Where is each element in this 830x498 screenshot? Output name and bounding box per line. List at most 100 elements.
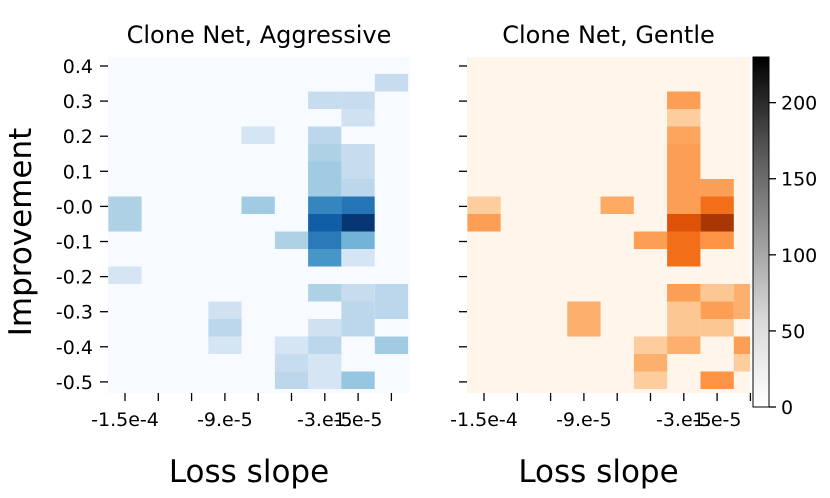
x-tick-label: -3.e-5 (656, 409, 712, 431)
heatmap-cell (567, 301, 601, 319)
x-axis-label: Loss slope (518, 454, 678, 490)
heatmap-cell (667, 179, 701, 197)
heatmap-cell (341, 301, 375, 319)
heatmap-cell (308, 126, 342, 144)
colorbar-gradient (752, 56, 770, 408)
heatmap-cell (341, 91, 375, 109)
heatmap-cell (567, 319, 601, 337)
heatmap-cell (633, 371, 668, 389)
heatmap-cell (341, 144, 375, 162)
heatmap-cell (733, 354, 751, 372)
heatmap-cell (633, 231, 668, 249)
heatmap-cell (374, 301, 409, 319)
heatmap-cell (700, 196, 734, 214)
heatmap-cell (633, 336, 668, 354)
heatmap-cell (467, 214, 501, 232)
heatmap-cell (308, 284, 342, 302)
heatmap-cell (274, 371, 309, 389)
heatmap-cell (308, 371, 342, 389)
y-tick-label: -0.2 (56, 267, 93, 289)
heatmap-cell (341, 319, 375, 337)
heatmap-cell (108, 266, 142, 284)
heatmap-cell (733, 336, 751, 354)
heatmap-cell (667, 319, 701, 337)
heatmap-cell (308, 231, 342, 249)
heatmap-cell (341, 231, 375, 249)
heatmap-cell (667, 161, 701, 179)
heatmap-cell (700, 301, 734, 319)
heatmap-cell (667, 336, 701, 354)
colorbar-tick-label: 100 (781, 245, 817, 267)
heatmap-cell (308, 161, 342, 179)
heatmap-cell (108, 196, 142, 214)
heatmap-cell (700, 284, 734, 302)
y-tick-label: -0.1 (56, 232, 93, 254)
heatmap-cell (308, 144, 342, 162)
x-tick-label: 1.e-5 (693, 409, 742, 431)
heatmap-cell (667, 231, 701, 249)
heatmap-cell (308, 196, 342, 214)
y-axis-label: Improvement (3, 128, 39, 337)
heatmap-cell (308, 179, 342, 197)
x-tick-label: -9.e-5 (197, 409, 253, 431)
heatmap-cell (274, 354, 309, 372)
heatmap-cell (241, 196, 275, 214)
x-tick-label: -3.e-5 (297, 409, 353, 431)
heatmap-cell (274, 336, 309, 354)
heatmap-cell (308, 319, 342, 337)
x-tick-label: -1.5e-4 (91, 409, 159, 431)
heatmap-cell (733, 301, 751, 319)
heatmap-cell (374, 284, 409, 302)
x-axis-label: Loss slope (169, 454, 329, 490)
heatmap-cell (208, 336, 242, 354)
heatmap-cell (341, 109, 375, 127)
colorbar-tick-label: 50 (781, 321, 805, 343)
heatmap-cell (700, 319, 734, 337)
y-tick-label: -0.5 (56, 372, 93, 394)
heatmap-cell (667, 109, 701, 127)
heatmap-cell (600, 196, 634, 214)
x-tick-label: -1.5e-4 (450, 409, 518, 431)
y-tick-label: -0.4 (56, 337, 93, 359)
heatmap-cell (341, 284, 375, 302)
heatmap-cell (667, 284, 701, 302)
heatmap-cell (633, 354, 668, 372)
colorbar: 0 50 100 150 200 (752, 56, 817, 419)
heatmap-cell (341, 249, 375, 267)
y-tick-label: -0.0 (56, 196, 93, 218)
y-tick-label: 0.3 (63, 91, 93, 113)
heatmap-cell (374, 74, 409, 92)
heatmap-cell (308, 336, 342, 354)
x-tick-label: -9.e-5 (556, 409, 612, 431)
colorbar-tick-label: 150 (781, 169, 817, 191)
heatmap-cell (308, 214, 342, 232)
heatmap-cell (341, 371, 375, 389)
y-tick-label: 0.2 (63, 126, 93, 148)
heatmap-cell (341, 214, 375, 232)
chart-title: Clone Net, Aggressive (127, 21, 392, 49)
heatmap-cell (733, 284, 751, 302)
y-tick-label: 0.4 (63, 56, 93, 78)
heatmap-cell (700, 179, 734, 197)
heatmap-aggressive: -1.5e-4 -9.e-5 -3.e-51.e-5 0.4 0.3 0.2 0.1 -0.0… (3, 21, 410, 490)
heatmap-cell (667, 249, 701, 267)
heatmap-cell (308, 354, 342, 372)
heatmap-cell (308, 91, 342, 109)
heatmap-cell (667, 91, 701, 109)
heatmap-cell (700, 371, 734, 389)
heatmap-cell (341, 179, 375, 197)
heatmap-cell (208, 319, 242, 337)
heatmap-cell (667, 144, 701, 162)
heatmap-cell (467, 196, 501, 214)
colorbar-tick-label: 200 (781, 93, 817, 115)
heatmap-gentle: -1.5e-4 -9.e-5 -3.e-51.e-5 Clone Net, Gent… (450, 21, 752, 490)
heatmap-cell (208, 301, 242, 319)
heatmap-cell (667, 126, 701, 144)
y-tick-label: -0.3 (56, 302, 93, 324)
heatmap-cell (667, 196, 701, 214)
chart-title: Clone Net, Gentle (502, 21, 715, 49)
heatmap-cell (308, 249, 342, 267)
x-tick-label: 1.e-5 (334, 409, 383, 431)
heatmap-cell (108, 214, 142, 232)
